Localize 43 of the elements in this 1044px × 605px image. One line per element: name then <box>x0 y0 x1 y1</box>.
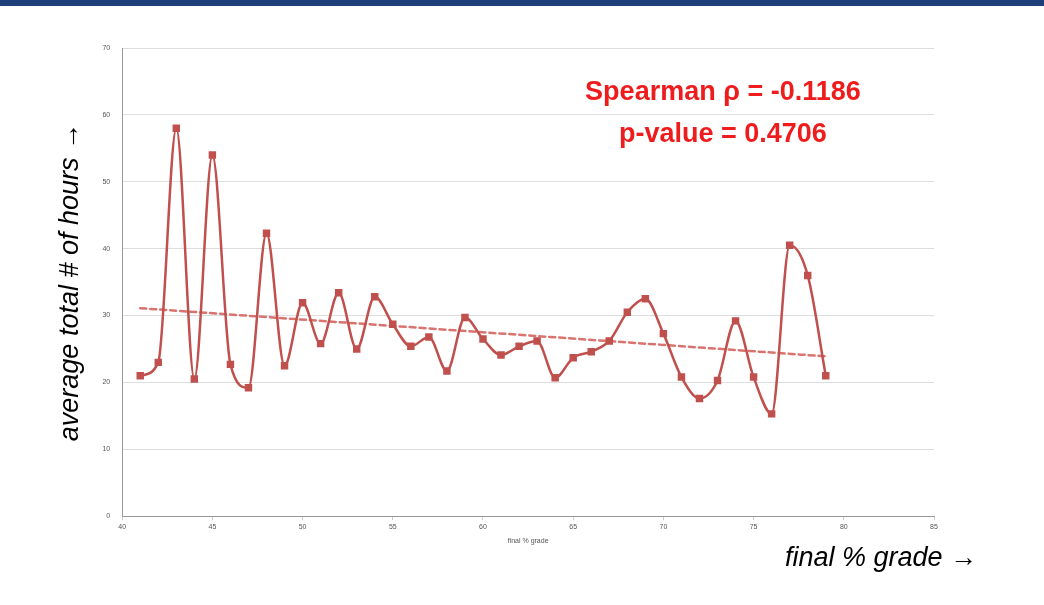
point <box>659 329 668 338</box>
point <box>515 342 523 351</box>
point <box>389 320 397 328</box>
point <box>479 335 487 343</box>
point <box>208 151 217 159</box>
point <box>425 333 433 341</box>
point <box>190 375 199 383</box>
point <box>767 410 776 418</box>
annotation: p-value = 0.4706 <box>618 118 827 149</box>
point <box>154 358 162 367</box>
point <box>262 229 271 237</box>
point <box>172 124 181 132</box>
point <box>443 367 451 375</box>
point <box>785 241 794 250</box>
point <box>352 345 361 353</box>
point <box>497 351 505 359</box>
point <box>822 372 830 380</box>
point <box>371 293 379 301</box>
point <box>551 374 559 382</box>
point <box>334 289 343 297</box>
point <box>623 308 632 316</box>
text: final % grade → <box>784 541 977 572</box>
point <box>244 384 253 392</box>
point <box>136 372 144 380</box>
point <box>298 299 307 307</box>
point <box>605 337 613 345</box>
point <box>695 394 704 403</box>
point <box>713 376 722 385</box>
annotation: Spearman ρ = -0.1186 <box>585 76 861 107</box>
point <box>569 353 577 362</box>
y-axis-title: average total # of hours → <box>53 123 84 442</box>
point <box>407 342 415 351</box>
point <box>749 373 758 381</box>
point <box>641 295 650 303</box>
point <box>226 360 235 369</box>
point <box>280 361 289 370</box>
point <box>731 317 740 325</box>
point <box>461 313 469 322</box>
point <box>533 337 541 345</box>
point <box>803 271 812 280</box>
point <box>587 347 595 356</box>
point <box>677 373 686 381</box>
point <box>316 339 325 348</box>
